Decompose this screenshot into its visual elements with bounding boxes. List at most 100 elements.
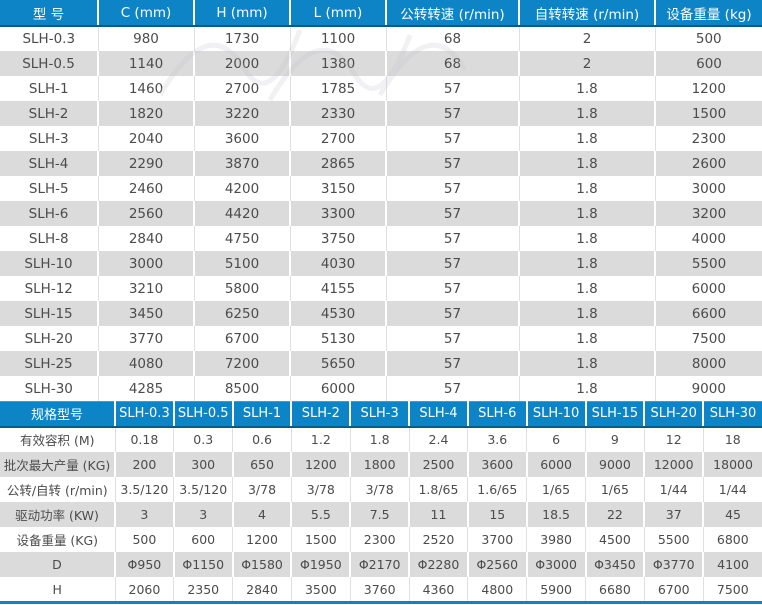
- table-row: SLH-6 2560 4420 3300 57 1.8 3200: [0, 201, 762, 226]
- value-cell: 2040: [98, 126, 195, 151]
- value-cell: 500: [115, 526, 175, 552]
- value-cell: 3450: [98, 301, 195, 326]
- value-cell: 1730: [194, 26, 291, 51]
- value-cell: 18: [703, 426, 762, 452]
- column-header: SLH-15: [585, 401, 646, 428]
- value-cell: 5.5: [291, 501, 352, 527]
- value-cell: 5900: [526, 576, 586, 602]
- table-row: 批次最大产量 (KG) 200 300 650 1200 1800 2500 3600 6000…: [0, 451, 762, 477]
- row-label-cell: SLH-12: [0, 276, 99, 301]
- value-cell: 300: [173, 451, 234, 477]
- value-cell: 3150: [290, 176, 387, 201]
- value-cell: 1.8: [519, 301, 656, 326]
- value-cell: 3: [173, 501, 234, 527]
- value-cell: 2000: [194, 51, 291, 76]
- value-cell: 1.6/65: [467, 476, 528, 502]
- value-cell: 2290: [98, 151, 195, 176]
- row-label-cell: SLH-8: [0, 226, 99, 251]
- value-cell: 1200: [291, 451, 352, 477]
- table-row: SLH-2 1820 3220 2330 57 1.8 1500: [0, 101, 762, 126]
- value-cell: 6680: [585, 576, 645, 602]
- value-cell: 2865: [290, 151, 387, 176]
- value-cell: 200: [115, 451, 175, 477]
- value-cell: 2560: [98, 201, 195, 226]
- value-cell: 1380: [290, 51, 387, 76]
- value-cell: 8000: [655, 351, 762, 376]
- value-cell: 57: [386, 201, 520, 226]
- value-cell: 2350: [173, 576, 234, 602]
- table-row: 公转/自转 (r/min) 3.5/120 3.5/120 3/78 3/78 3/78 1…: [0, 476, 762, 502]
- value-cell: 2520: [409, 526, 469, 552]
- value-cell: 600: [173, 526, 234, 552]
- value-cell: 3760: [350, 576, 410, 602]
- value-cell: 2700: [290, 126, 387, 151]
- row-label-cell: SLH-0.3: [0, 26, 99, 51]
- row-label-cell: 设备重量 (KG): [0, 526, 116, 552]
- value-cell: 57: [386, 351, 520, 376]
- value-cell: 1500: [291, 526, 351, 552]
- value-cell: 4420: [194, 201, 291, 226]
- value-cell: 2: [519, 51, 656, 76]
- value-cell: 3500: [291, 576, 351, 602]
- value-cell: 45: [703, 501, 762, 527]
- row-label-cell: SLH-2: [0, 101, 99, 126]
- row-label-cell: SLH-5: [0, 176, 99, 201]
- value-cell: 7200: [194, 351, 291, 376]
- value-cell: 1/44: [644, 476, 704, 502]
- value-cell: 4155: [290, 276, 387, 301]
- value-cell: 5650: [290, 351, 387, 376]
- value-cell: 1.8: [519, 251, 656, 276]
- value-cell: 2060: [115, 576, 175, 602]
- value-cell: 12000: [644, 451, 705, 477]
- value-cell: 3600: [194, 126, 291, 151]
- value-cell: 6800: [703, 526, 762, 552]
- value-cell: 6700: [644, 576, 704, 602]
- column-header: SLH-20: [644, 401, 705, 428]
- value-cell: 3000: [98, 251, 195, 276]
- value-cell: 1785: [290, 76, 387, 101]
- value-cell: 3000: [655, 176, 762, 201]
- value-cell: 22: [585, 501, 646, 527]
- value-cell: 57: [386, 326, 520, 351]
- table-row: H 2060 2350 2840 3500 3760 4360 4800 5900 6680 670…: [0, 576, 762, 602]
- value-cell: 7500: [655, 326, 762, 351]
- value-cell: 3700: [467, 526, 528, 552]
- column-header: 型 号: [0, 0, 99, 27]
- value-cell: 3750: [290, 226, 387, 251]
- value-cell: 3300: [290, 201, 387, 226]
- value-cell: 57: [386, 176, 520, 201]
- value-cell: 5800: [194, 276, 291, 301]
- value-cell: 1/65: [526, 476, 586, 502]
- table-row: SLH-15 3450 6250 4530 57 1.8 6600: [0, 301, 762, 326]
- value-cell: 3: [115, 501, 175, 527]
- value-cell: 1820: [98, 101, 195, 126]
- value-cell: Φ3000: [526, 551, 587, 577]
- value-cell: 2: [519, 26, 656, 51]
- value-cell: 1.8: [519, 201, 656, 226]
- table-row: SLH-8 2840 4750 3750 57 1.8 4000: [0, 226, 762, 251]
- value-cell: 57: [386, 101, 520, 126]
- table-row: SLH-3 2040 3600 2700 57 1.8 2300: [0, 126, 762, 151]
- value-cell: 7.5: [350, 501, 411, 527]
- value-cell: Φ3770: [644, 551, 705, 577]
- value-cell: 3870: [194, 151, 291, 176]
- value-cell: 1.8: [519, 351, 656, 376]
- value-cell: 57: [386, 301, 520, 326]
- value-cell: 2840: [98, 226, 195, 251]
- table-row: SLH-12 3210 5800 4155 57 1.8 6000: [0, 276, 762, 301]
- value-cell: 1.8/65: [409, 476, 469, 502]
- value-cell: 2300: [350, 526, 410, 552]
- value-cell: 4360: [409, 576, 469, 602]
- value-cell: Φ2560: [467, 551, 528, 577]
- row-label-cell: SLH-15: [0, 301, 99, 326]
- value-cell: 68: [386, 26, 520, 51]
- value-cell: 0.3: [173, 426, 234, 452]
- value-cell: 1.8: [519, 151, 656, 176]
- value-cell: Φ3450: [585, 551, 646, 577]
- column-header: SLH-2: [291, 401, 352, 428]
- value-cell: Φ1950: [291, 551, 352, 577]
- row-label-cell: SLH-25: [0, 351, 99, 376]
- value-cell: 980: [98, 26, 195, 51]
- value-cell: 1460: [98, 76, 195, 101]
